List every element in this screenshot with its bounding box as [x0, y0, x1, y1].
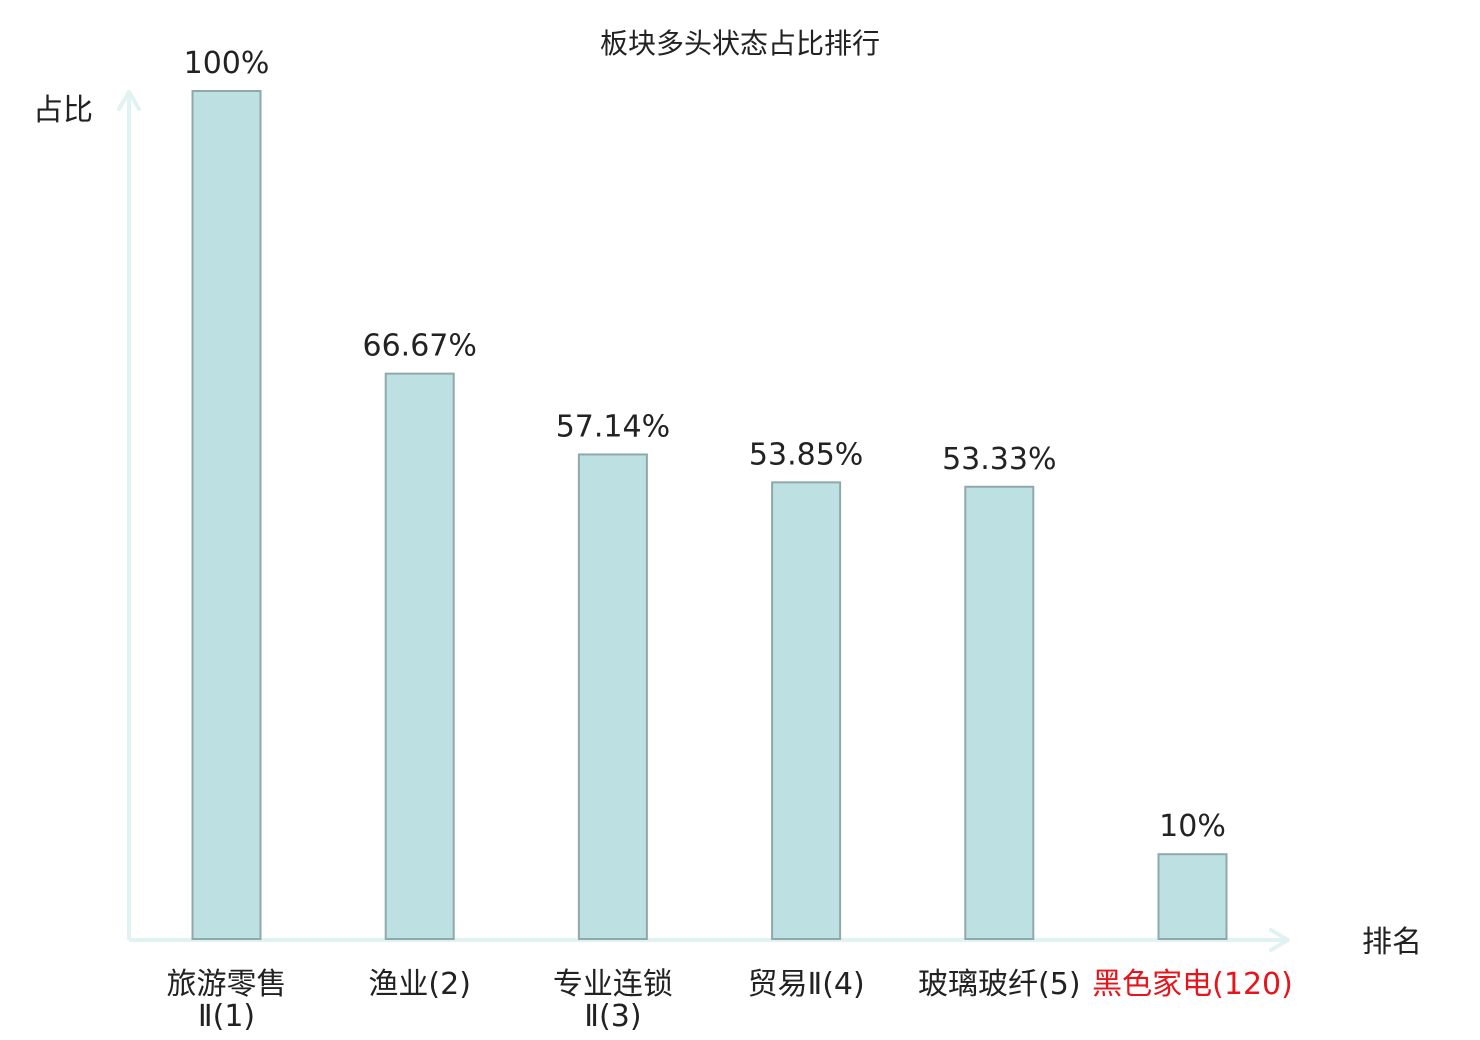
bar [384, 372, 455, 940]
y-axis-arrowhead [117, 90, 141, 111]
category-label: Ⅱ(3) [584, 999, 641, 1034]
category-label-part: 玻璃玻纤(5) [918, 967, 1081, 1002]
bar [191, 90, 262, 940]
category-label: Ⅱ(1) [198, 999, 255, 1034]
x-axis-label: 排名 [1362, 925, 1422, 960]
bar-value-label: 100% [184, 46, 270, 81]
category-label-part: 旅游零售 [167, 967, 287, 1002]
category-label-part: Ⅱ(1) [198, 999, 255, 1034]
x-axis-arrowhead [1269, 928, 1290, 952]
bar [964, 485, 1035, 940]
category-label: 专业连锁 [553, 967, 673, 1002]
bar [1157, 853, 1228, 941]
bar [577, 453, 648, 940]
category-label-part: 贸易Ⅱ(4) [747, 967, 864, 1002]
category-label: 黑色家电(120) [1092, 967, 1293, 1002]
bar-value-label: 66.67% [363, 329, 477, 364]
category-label-highlight: 黑色家电(120) [1092, 967, 1293, 1002]
y-axis [117, 90, 141, 940]
category-label-part: 渔业(2) [368, 967, 471, 1002]
category-label-part: 专业连锁 [553, 967, 673, 1002]
bar-value-label: 57.14% [556, 409, 670, 444]
category-label: 贸易Ⅱ(4) [747, 967, 864, 1002]
chart-title: 板块多头状态占比排行 [600, 27, 880, 60]
category-label: 旅游零售 [167, 967, 287, 1002]
category-label: 玻璃玻纤(5) [918, 967, 1081, 1002]
value-labels-group: 100% 66.67% 57.14% 53.85% 53.33% 10% [184, 46, 1226, 844]
bars-group [191, 90, 1228, 941]
category-label: 渔业(2) [368, 967, 471, 1002]
category-label-part: Ⅱ(3) [584, 999, 641, 1034]
bar-value-label: 53.85% [749, 437, 863, 472]
y-axis-label: 占比 [33, 93, 93, 128]
bar-value-label: 53.33% [942, 442, 1056, 477]
bar [771, 481, 842, 940]
bar-value-label: 10% [1159, 809, 1226, 844]
x-axis [129, 928, 1290, 952]
